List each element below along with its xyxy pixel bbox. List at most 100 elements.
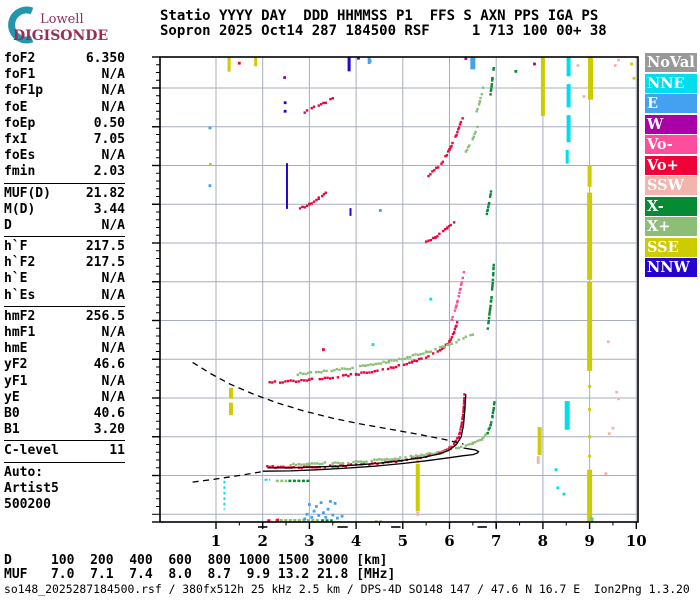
digisonde-arc-icon: [8, 6, 34, 44]
parameter-row: yE N/A: [4, 390, 125, 406]
parameter-label: B0: [4, 405, 20, 421]
panel-divider: [4, 305, 125, 307]
parameter-value: 7.05: [93, 131, 125, 147]
parameter-label: B1: [4, 422, 20, 438]
svg-text:6: 6: [444, 532, 454, 547]
parameter-value: 0.50: [93, 115, 125, 131]
parameter-label: yF1: [4, 373, 28, 389]
parameter-value: N/A: [101, 325, 125, 340]
parameter-label: hmF2: [4, 308, 36, 324]
parameter-value: N/A: [101, 83, 125, 99]
logo-lowell-text: Lowell: [40, 12, 84, 27]
svg-text:3: 3: [304, 532, 314, 547]
parameter-row: hmF1 N/A: [4, 325, 125, 341]
parameter-label: MUF(D): [4, 185, 51, 201]
parameter-value: 3.44: [93, 201, 125, 217]
parameter-value: 40.6: [93, 405, 125, 421]
file-info-footer: so148_2025287184500.rsf / 380fx512h 25 k…: [4, 582, 690, 596]
parameter-value: N/A: [101, 341, 125, 357]
parameter-row: hmE N/A: [4, 341, 125, 357]
legend-item-ssw: SSW: [645, 176, 697, 195]
legend-item-vo: Vo-: [645, 135, 697, 154]
parameter-value: 6.350: [85, 51, 125, 66]
parameter-label: h`F: [4, 239, 28, 255]
parameter-value: N/A: [101, 148, 125, 164]
parameter-value: N/A: [101, 271, 125, 287]
parameter-value: N/A: [101, 217, 125, 233]
parameter-row: foEp 0.50: [4, 116, 125, 132]
parameter-label: fmin: [4, 164, 36, 180]
parameter-label: h`E: [4, 271, 28, 287]
echo-direction-legend: NoVal NNE E W Vo- Vo+ SSW X- X+ SSE NNW: [645, 53, 697, 279]
parameter-label: foF2: [4, 51, 36, 66]
measurement-header: Statio YYYY DAY DDD HHMMSS P1 FFS S AXN …: [160, 9, 607, 39]
parameter-label: foEp: [4, 115, 36, 131]
parameter-value: N/A: [101, 99, 125, 115]
parameter-label: yE: [4, 389, 20, 405]
parameter-value: 21.82: [85, 185, 125, 201]
parameter-value: 46.6: [93, 357, 125, 373]
parameter-value: 217.5: [85, 255, 125, 271]
muf-distance-table: D 100 200 400 600 800 1000 1500 3000 [km…: [4, 554, 395, 582]
parameter-label: foE: [4, 99, 28, 115]
panel-divider: [4, 440, 125, 442]
parameter-label: M(D): [4, 201, 36, 217]
svg-text:5: 5: [398, 532, 408, 547]
parameter-row: h`E N/A: [4, 271, 125, 287]
legend-item-nne: NNE: [645, 73, 697, 93]
svg-text:10: 10: [626, 532, 647, 547]
muf-scale-row: MUF 7.0 7.1 7.4 8.0 8.7 9.9 13.2 21.8 [M…: [4, 567, 396, 582]
parameter-row: B0 40.6: [4, 406, 125, 422]
parameter-label: fxI: [4, 131, 28, 147]
parameter-panel: foF2 6.350 foF1 N/A foF1p N/A foE N/A foEp 0.50 fx…: [4, 51, 125, 513]
autoscaling-info-line: Artist5: [4, 480, 59, 496]
legend-item-noval: NoVal: [645, 53, 697, 72]
lowell-digisonde-logo: Lowell DIGISONDE: [6, 6, 146, 50]
svg-text:2: 2: [257, 532, 267, 547]
parameter-value: N/A: [101, 67, 125, 83]
parameter-row: h`F 217.5: [4, 239, 125, 255]
parameter-value: 11: [109, 443, 125, 459]
panel-divider: [4, 461, 125, 463]
parameter-row: foF1 N/A: [4, 67, 125, 83]
parameter-value: 256.5: [85, 308, 125, 324]
svg-text:9: 9: [584, 532, 594, 547]
parameter-label: foF1p: [4, 83, 44, 99]
legend-item-vo: Vo+: [645, 155, 697, 175]
parameter-label: D: [4, 217, 12, 233]
header-field-names: Statio YYYY DAY DDD HHMMSS P1 FFS S AXN …: [160, 8, 599, 24]
parameter-row: C-level 11: [4, 443, 125, 459]
parameter-label: yF2: [4, 357, 28, 373]
panel-divider: [4, 182, 125, 184]
parameter-row: foE N/A: [4, 100, 125, 116]
parameter-value: N/A: [101, 287, 125, 303]
parameter-label: foF1: [4, 67, 36, 83]
d-scale-row: D 100 200 400 600 800 1000 1500 3000 [km…: [4, 553, 388, 568]
parameter-row: foEs N/A: [4, 148, 125, 164]
parameter-label: hmE: [4, 341, 28, 357]
parameter-row: fmin 2.03: [4, 164, 125, 180]
legend-item-sse: SSE: [645, 237, 697, 257]
parameter-row: yF2 46.6: [4, 357, 125, 373]
parameter-row: M(D) 3.44: [4, 202, 125, 218]
header-field-values: Sopron 2025 Oct14 287 184500 RSF 1 713 1…: [160, 23, 607, 39]
parameter-row: MUF(D) 21.82: [4, 186, 125, 202]
parameter-row: B1 3.20: [4, 422, 125, 438]
logo-digisonde-text: DIGISONDE: [13, 28, 109, 44]
parameter-value: N/A: [101, 373, 125, 389]
parameter-value: 3.20: [93, 422, 125, 438]
legend-item-x: X+: [645, 217, 697, 236]
parameter-label: h`Es: [4, 287, 36, 303]
parameter-row: hmF2 256.5: [4, 309, 125, 325]
legend-item-e: E: [645, 94, 697, 113]
parameter-row: h`Es N/A: [4, 288, 125, 304]
svg-text:1: 1: [211, 532, 221, 547]
panel-divider: [4, 236, 125, 238]
parameter-value: 217.5: [85, 239, 125, 255]
parameter-value: N/A: [101, 389, 125, 405]
parameter-row: D N/A: [4, 218, 125, 234]
parameter-row: fxI 7.05: [4, 132, 125, 148]
svg-text:7: 7: [491, 532, 501, 547]
parameter-value: 2.03: [93, 164, 125, 180]
ionogram-plot: 1280120011001000900800700600500400300200…: [152, 56, 647, 547]
